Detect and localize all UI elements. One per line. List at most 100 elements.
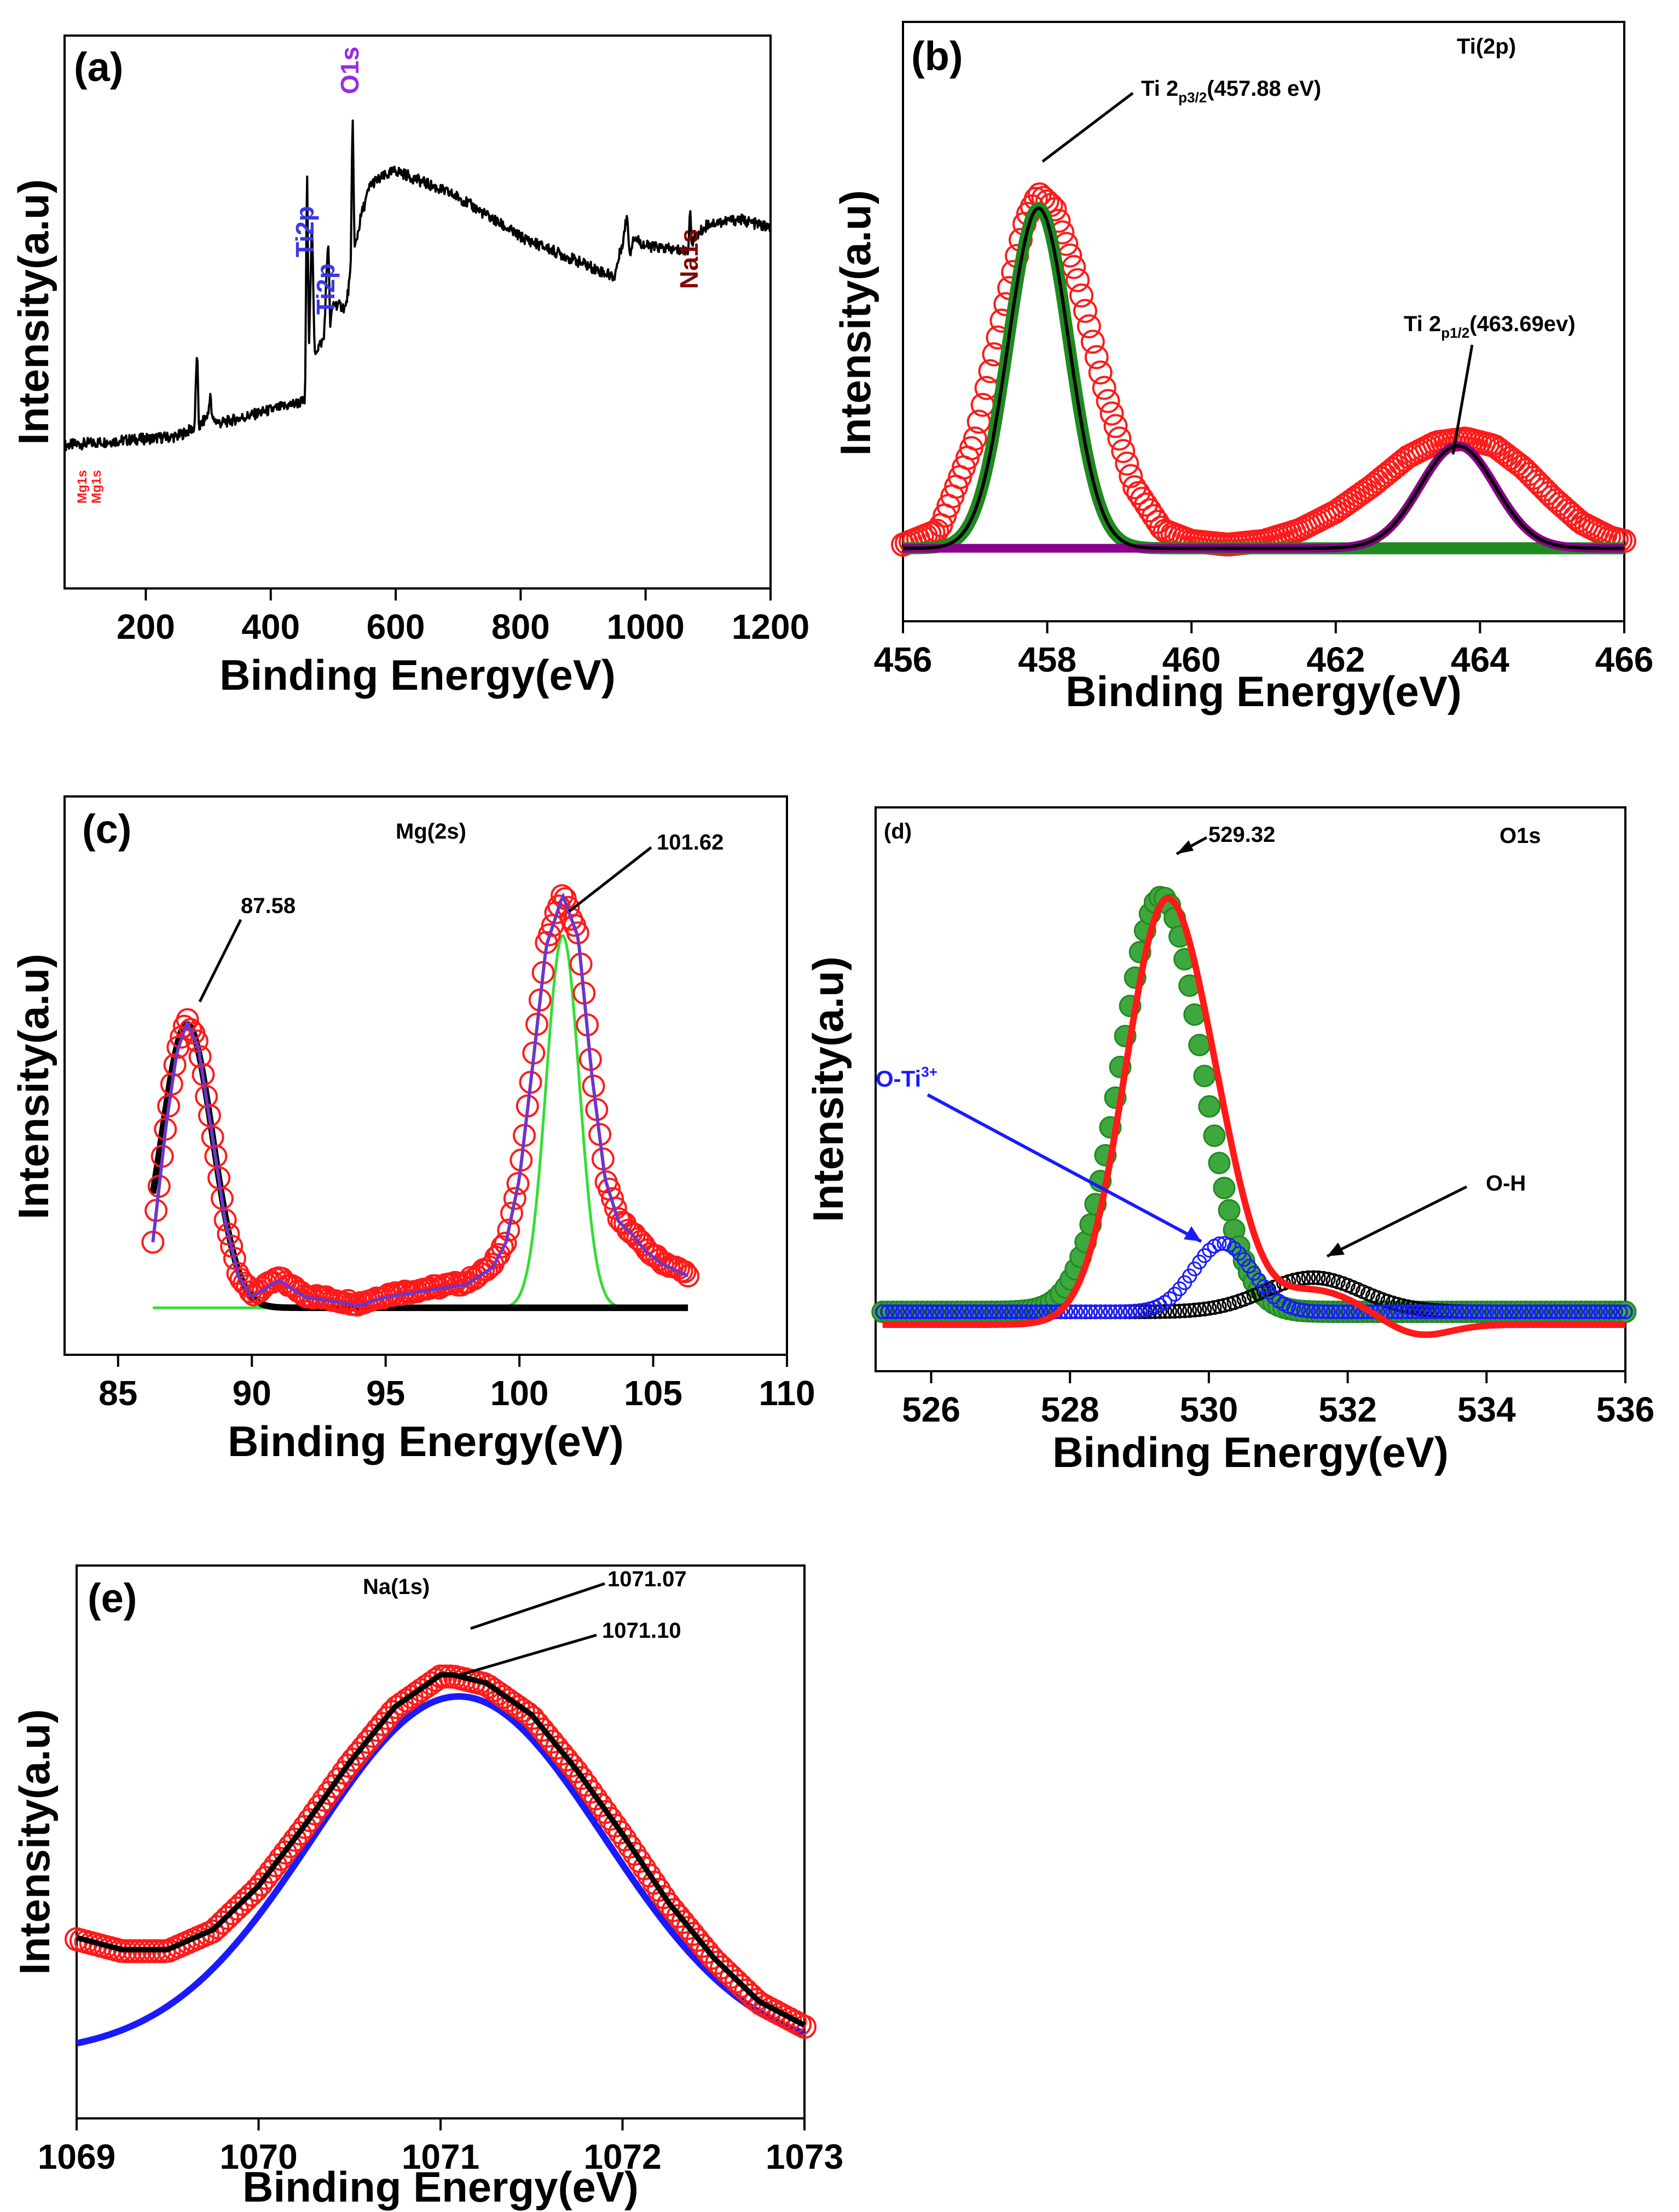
panel-a-label-mg1s-1: Mg1s bbox=[75, 470, 90, 504]
panel-d-oti-point-111 bbox=[1425, 1304, 1440, 1319]
panel-d-oti-point-102 bbox=[1380, 1304, 1396, 1319]
panel-e-exp-point-135 bbox=[720, 1965, 744, 1989]
panel-d-oti-point-4 bbox=[895, 1304, 910, 1319]
panel-c-label-101: 101.62 bbox=[657, 830, 723, 854]
panel-d-xtick-label-1: 528 bbox=[1041, 1390, 1099, 1429]
panel-c-exp-point-126 bbox=[538, 923, 561, 946]
panel-d-oh-point-85 bbox=[1296, 1270, 1311, 1286]
panel-e-exp-point-150 bbox=[792, 2014, 817, 2039]
panel-e-label-110: 1071.10 bbox=[602, 1619, 681, 1643]
panel-d-oti-point-50 bbox=[1122, 1304, 1138, 1319]
panel-c-exp-point-23 bbox=[213, 1208, 237, 1232]
panel-d-oti-point-131 bbox=[1524, 1304, 1539, 1319]
panel-b-envelope bbox=[903, 206, 1624, 550]
panel-c-label-87: 87.58 bbox=[241, 894, 296, 918]
panel-d-oti-point-92 bbox=[1330, 1304, 1346, 1319]
panel-d-oti-point-25 bbox=[999, 1304, 1014, 1319]
panel-b-exp-point-52 bbox=[1088, 360, 1113, 385]
panel-b-frame bbox=[902, 21, 1625, 622]
panel-d-oti-point-9 bbox=[919, 1304, 935, 1319]
panel-d-oti-point-148 bbox=[1608, 1304, 1623, 1319]
panel-d-oti-point-29 bbox=[1018, 1304, 1034, 1319]
panel-d: 526 528 530 532 534 536 (d) O1s 529.32 O-Ti3+… bbox=[804, 806, 1655, 1476]
panel-c-ylabel: Intensity(a.u) bbox=[9, 954, 57, 1219]
panel-d-oti-point-117 bbox=[1454, 1304, 1469, 1319]
panel-c-envelope bbox=[151, 892, 689, 1308]
panel-d-xtick-label-3: 532 bbox=[1318, 1390, 1377, 1429]
panel-d-lattice-point-70 bbox=[1218, 1199, 1241, 1222]
panel-d-label-oh: O-H bbox=[1486, 1171, 1526, 1195]
panel-d-oti-point-42 bbox=[1083, 1304, 1098, 1319]
panel-c-exp-point-26 bbox=[223, 1246, 246, 1270]
panel-d-oti-point-105 bbox=[1395, 1304, 1410, 1319]
panel-c-exp-point-113 bbox=[497, 1218, 520, 1242]
panel-d-lattice-point-69 bbox=[1213, 1176, 1236, 1199]
panel-c-xtick-label-3: 100 bbox=[490, 1373, 549, 1413]
panel-d-oh-point-62 bbox=[1182, 1303, 1197, 1318]
panel-d-oti-point-79 bbox=[1266, 1290, 1281, 1304]
panel-d-letter: (d) bbox=[884, 819, 912, 844]
panel-d-oh-point-61 bbox=[1177, 1303, 1192, 1319]
panel-d-oti-point-65 bbox=[1197, 1248, 1212, 1263]
panel-d-oti-point-87 bbox=[1306, 1304, 1321, 1319]
panel-b-exp-point-55 bbox=[1099, 401, 1124, 426]
panel-b-exp-point-178 bbox=[1566, 509, 1591, 533]
panel-a-xtick-label-5: 1200 bbox=[732, 607, 809, 646]
panel-c-exp-point-111 bbox=[490, 1235, 514, 1258]
panel-d-oti-point-110 bbox=[1420, 1304, 1435, 1319]
panel-c-exp-point-115 bbox=[503, 1187, 526, 1210]
panel-e-xtick-label-1: 1070 bbox=[219, 2137, 297, 2176]
panel-d-oti-point-51 bbox=[1127, 1303, 1143, 1319]
panel-d-oti-point-40 bbox=[1073, 1304, 1089, 1319]
panel-b-exp-point-54 bbox=[1096, 389, 1120, 413]
panel-b-exp-point-46 bbox=[1066, 268, 1090, 292]
panel-d-envelope bbox=[882, 895, 1625, 1338]
panel-d-oti-point-113 bbox=[1434, 1304, 1450, 1319]
panel-e-exp-point-74 bbox=[424, 1667, 448, 1692]
panel-b-ylabel: Intensity(a.u) bbox=[831, 190, 879, 455]
panel-d-oti-point-45 bbox=[1098, 1304, 1113, 1319]
panel-c-exp-point-25 bbox=[220, 1234, 244, 1258]
panel-b-exp-point-60 bbox=[1119, 464, 1143, 488]
panel-d-lattice-point-65 bbox=[1193, 1065, 1216, 1088]
panel-e-exp-point-56 bbox=[336, 1753, 361, 1778]
panel-e-exp-point-149 bbox=[788, 2012, 812, 2037]
panel-d-oti-point-88 bbox=[1311, 1304, 1326, 1319]
panel-d-oti-point-133 bbox=[1533, 1304, 1549, 1319]
panel-d-xtick-label-5: 536 bbox=[1596, 1390, 1655, 1429]
panel-e-exp-point-132 bbox=[705, 1950, 730, 1975]
panel-d-oti-point-138 bbox=[1558, 1304, 1573, 1319]
panel-d-oti-point-49 bbox=[1118, 1304, 1133, 1319]
panel-d-oti-point-140 bbox=[1568, 1304, 1583, 1319]
panel-d-oh-point-65 bbox=[1197, 1301, 1212, 1316]
panel-d-oti-point-128 bbox=[1509, 1304, 1524, 1319]
panel-b-exp-point-53 bbox=[1092, 376, 1116, 400]
panel-a-xtick-label-4: 1000 bbox=[606, 607, 684, 646]
panel-d-oti-point-141 bbox=[1573, 1304, 1589, 1319]
panel-d-oti-point-24 bbox=[994, 1304, 1009, 1319]
panel-c-letter: (c) bbox=[82, 806, 131, 852]
panel-c-xtick-label-1: 90 bbox=[233, 1373, 271, 1413]
panel-d-oti-point-91 bbox=[1325, 1304, 1341, 1319]
panel-b-exp-point-56 bbox=[1103, 414, 1128, 438]
panel-e-exp-point-131 bbox=[700, 1945, 725, 1970]
panel-e-arrow-110 bbox=[459, 1633, 597, 1677]
panel-d-oti-point-21 bbox=[979, 1304, 994, 1319]
panel-d-oti-point-23 bbox=[989, 1304, 1004, 1319]
panel-d-oti-point-115 bbox=[1444, 1304, 1460, 1319]
panel-a-label-ti2p-2: Ti2p bbox=[311, 263, 340, 315]
panel-d-arrow-oti bbox=[927, 1093, 1202, 1243]
panel-d-oh-point-63 bbox=[1187, 1302, 1202, 1318]
panel-d-oti-point-104 bbox=[1390, 1304, 1405, 1319]
panel-d-oti-point-17 bbox=[959, 1304, 974, 1319]
panel-e-title: Na(1s) bbox=[363, 1575, 430, 1599]
panel-b-exp-point-58 bbox=[1111, 439, 1136, 463]
panel-d-oti-point-103 bbox=[1385, 1304, 1400, 1319]
panel-d-oti-point-93 bbox=[1335, 1304, 1351, 1319]
panel-d-arrowhead-oti bbox=[1184, 1226, 1201, 1241]
panel-d-oti-point-118 bbox=[1459, 1304, 1474, 1319]
panel-d-label-529: 529.32 bbox=[1208, 823, 1275, 847]
panel-d-arrow-oh bbox=[1326, 1185, 1468, 1258]
panel-d-frame bbox=[875, 806, 1626, 1372]
panel-d-oti-point-48 bbox=[1113, 1304, 1128, 1319]
